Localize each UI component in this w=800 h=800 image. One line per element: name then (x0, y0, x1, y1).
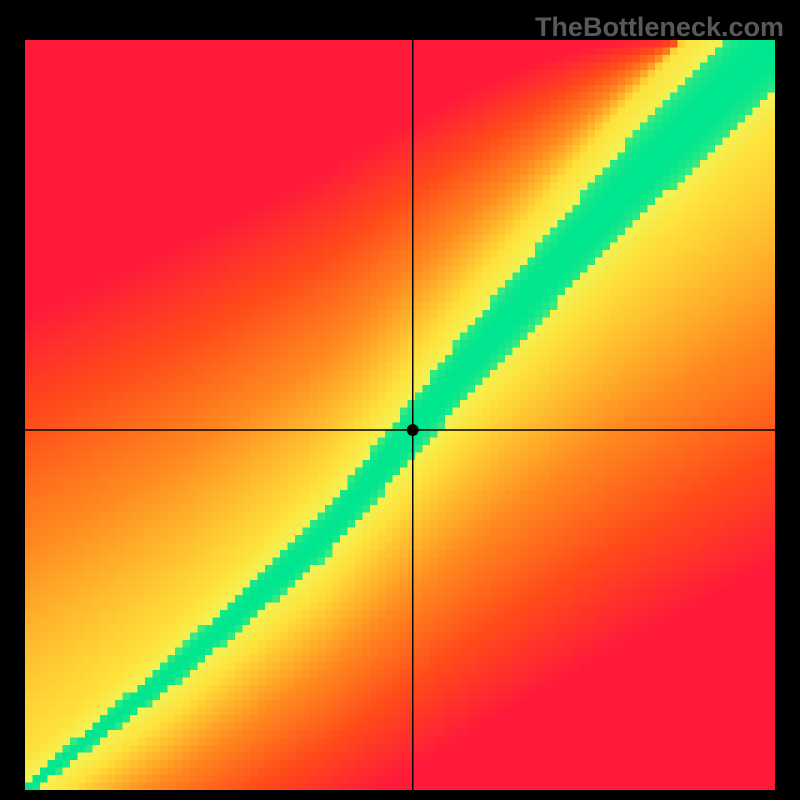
watermark-text: TheBottleneck.com (535, 12, 784, 43)
chart-container: TheBottleneck.com (0, 0, 800, 800)
overlay-canvas (25, 40, 775, 790)
